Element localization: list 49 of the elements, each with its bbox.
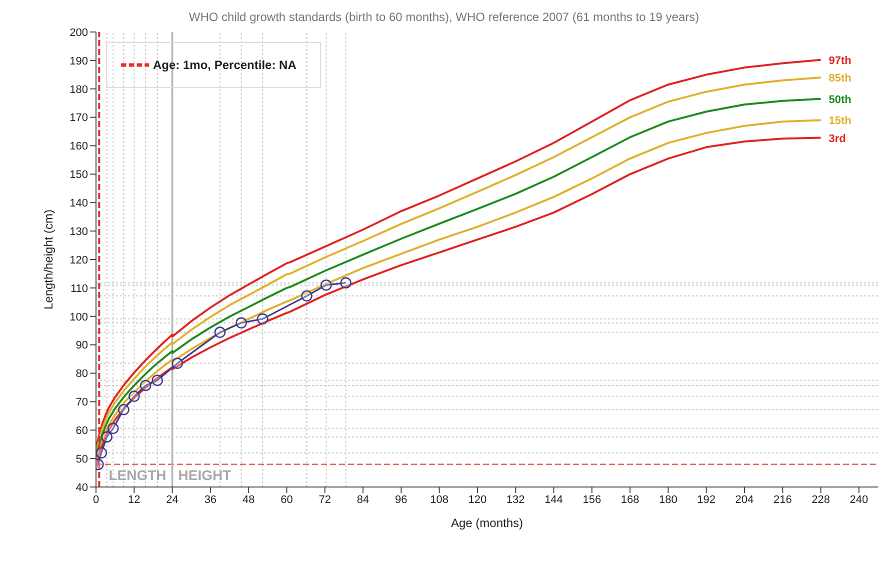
y-tick-label: 150 bbox=[70, 169, 88, 182]
y-tick-label: 100 bbox=[70, 311, 88, 324]
x-tick-label: 60 bbox=[280, 494, 293, 506]
y-tick-label: 60 bbox=[76, 425, 88, 438]
chart-title: WHO child growth standards (birth to 60 months), WHO reference 2007 (61 months to 19 years) bbox=[188, 10, 700, 24]
series-label: 3rd bbox=[828, 132, 846, 145]
x-tick-label: 228 bbox=[812, 494, 830, 506]
y-tick-label: 170 bbox=[70, 112, 88, 124]
y-tick-label: 90 bbox=[76, 340, 88, 352]
annotation: LENGTH bbox=[108, 467, 166, 483]
y-tick-label: 40 bbox=[76, 482, 88, 494]
y-tick-label: 110 bbox=[70, 282, 88, 295]
x-tick-label: 132 bbox=[506, 494, 525, 506]
x-axis-title: Age (months) bbox=[450, 516, 524, 530]
y-tick-label: 80 bbox=[76, 368, 88, 380]
x-tick-label: 204 bbox=[735, 494, 754, 506]
y-tick-label: 160 bbox=[70, 140, 88, 153]
annotation: HEIGHT bbox=[178, 467, 232, 483]
x-tick-label: 96 bbox=[395, 494, 408, 506]
x-tick-label: 48 bbox=[242, 494, 255, 506]
x-tick-label: 240 bbox=[850, 494, 868, 506]
x-tick-label: 36 bbox=[204, 494, 217, 506]
series-label: 50th bbox=[828, 94, 852, 106]
y-tick-label: 120 bbox=[70, 254, 88, 266]
x-tick-label: 24 bbox=[166, 494, 178, 506]
series-label: 97th bbox=[828, 54, 852, 67]
y-tick-label: 130 bbox=[70, 226, 88, 238]
legend-label: Age: 1mo, Percentile: NA bbox=[153, 58, 296, 72]
y-axis-title: Length/height (cm) bbox=[41, 209, 56, 310]
y-tick-label: 70 bbox=[76, 396, 88, 409]
x-tick-label: 72 bbox=[318, 494, 332, 506]
x-tick-label: 168 bbox=[620, 494, 640, 506]
x-tick-label: 192 bbox=[697, 494, 716, 506]
y-tick-label: 190 bbox=[70, 55, 88, 68]
x-tick-label: 12 bbox=[128, 494, 140, 506]
y-tick-label: 140 bbox=[70, 198, 88, 210]
x-tick-label: 156 bbox=[582, 494, 602, 506]
x-tick-label: 144 bbox=[544, 494, 563, 506]
x-tick-label: 108 bbox=[430, 494, 448, 506]
y-tick-label: 50 bbox=[76, 453, 88, 466]
x-tick-label: 120 bbox=[468, 494, 487, 506]
y-tick-label: 200 bbox=[70, 26, 88, 39]
x-tick-label: 216 bbox=[773, 494, 792, 506]
x-tick-label: 180 bbox=[659, 494, 678, 506]
series-label: 85th bbox=[828, 72, 852, 84]
x-tick-label: 0 bbox=[92, 494, 100, 506]
x-tick-label: 84 bbox=[356, 494, 370, 506]
series-label: 15th bbox=[828, 115, 852, 128]
y-tick-label: 180 bbox=[70, 84, 88, 96]
